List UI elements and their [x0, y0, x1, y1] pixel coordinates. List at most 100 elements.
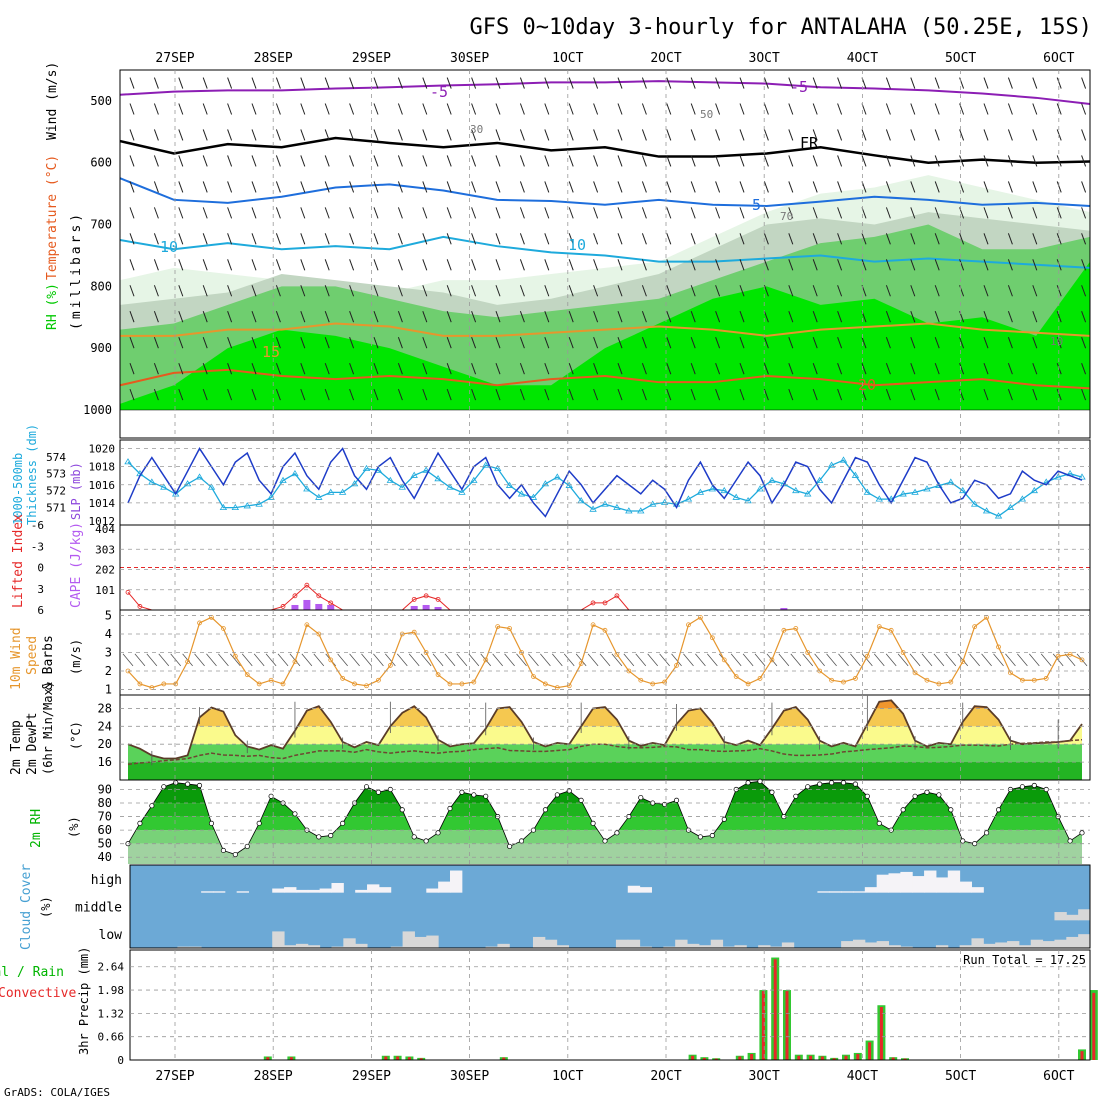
wind-barb [373, 311, 379, 323]
thickness-point [410, 471, 418, 478]
wind-barb [837, 77, 843, 89]
cloud-bar-low [888, 945, 901, 948]
cloud-bar-high [272, 888, 285, 893]
cloud-bar-high [355, 889, 368, 893]
cloud-bar-low [852, 939, 866, 948]
thickness-point [470, 476, 478, 483]
wind-barb [202, 311, 208, 323]
wind-barb [275, 181, 281, 193]
wind-speed-point [864, 653, 870, 659]
wind-barb [422, 233, 428, 245]
wind-barb-10m [933, 653, 945, 667]
slp-tick-label: 1012 [89, 515, 116, 528]
thickness-point [601, 500, 609, 507]
wind-barb [1032, 362, 1038, 375]
wind-barb-10m [134, 653, 146, 667]
wind-barb [495, 155, 501, 167]
wind-barb-10m [754, 653, 766, 667]
bottom-date-label: 4OCT [847, 1069, 878, 1084]
cape-label: CAPE (J/kg) [69, 522, 84, 608]
wind-barb [1081, 233, 1087, 245]
wind-barb [910, 337, 916, 349]
thickness-point [1078, 473, 1086, 480]
wind-barb [227, 103, 233, 115]
wind-barb-10m [826, 653, 837, 667]
cloud-bar-low [1030, 939, 1044, 948]
cloud-level-label: high [91, 873, 122, 888]
wind-tick-label: 4 [105, 627, 112, 641]
wind-barb [1081, 103, 1087, 115]
wind-speed-point [948, 679, 954, 685]
wind-barb [129, 129, 135, 141]
wind-barb [422, 129, 428, 141]
wind-barb-10m [122, 653, 134, 667]
wind-barb [275, 129, 281, 141]
cloud-bar-low [734, 945, 747, 948]
wind-barb [129, 311, 135, 323]
wind-barb [910, 233, 916, 245]
rh-point [1019, 784, 1025, 790]
cape-bar [410, 605, 418, 610]
cape-bar [327, 604, 335, 610]
wind-barb [153, 103, 159, 115]
wind-barb [983, 181, 989, 193]
wind-barb-10m [671, 653, 682, 667]
wind-barb [739, 362, 745, 375]
cloud-bar-high [971, 887, 984, 893]
wind-barb [983, 285, 989, 297]
cloud-bar-low [284, 945, 297, 948]
wind-barb [715, 207, 721, 219]
wind-barb [885, 388, 891, 401]
wind-barb [227, 129, 233, 141]
isotherm-line-15 [120, 322, 1091, 337]
wind-barb [788, 337, 794, 349]
wind-barb [227, 77, 233, 89]
contour-label: -5 [790, 78, 808, 96]
wind-barb [349, 207, 355, 219]
rh-tick-label: 70 [98, 810, 112, 824]
wind-barb [788, 155, 794, 167]
precip-convective-bar [809, 1055, 813, 1060]
wind-barb [739, 311, 745, 323]
wind-barb [471, 337, 477, 349]
wind-barb [178, 388, 184, 401]
wind-barb [397, 155, 403, 167]
wind-barb [861, 362, 867, 375]
wind-barb [129, 388, 135, 401]
wind-barb [422, 311, 428, 323]
thickness-point [851, 471, 860, 478]
slp-tick-label: 1014 [89, 497, 116, 510]
wind-barb [324, 362, 330, 375]
top-date-label: 30SEP [450, 51, 489, 66]
rh-point [876, 820, 882, 826]
wind-barb [690, 181, 696, 193]
wind-barb [1032, 285, 1038, 297]
wind-barb [885, 362, 891, 375]
rh-point [948, 807, 954, 813]
wind-barb [763, 337, 769, 349]
wind-barb [715, 285, 721, 297]
cloud-bar-low [556, 945, 570, 948]
wind-barb [885, 233, 891, 245]
wind-barb [959, 337, 965, 349]
rh-point [471, 792, 477, 798]
wind-speed-point [161, 681, 167, 687]
wind-barb [495, 311, 501, 323]
thickness-point [422, 466, 430, 473]
thickness-label-bottom: Thickness (dm) [25, 424, 39, 525]
top-date-label: 27SEP [155, 51, 194, 66]
cloud-bar-high [900, 871, 913, 893]
wind-barb-10m [599, 653, 611, 667]
wind-barb [959, 362, 965, 375]
wind-barb [349, 388, 355, 401]
wind-barb [641, 362, 647, 375]
wind-barb [788, 259, 794, 271]
wind-barb [153, 181, 159, 193]
wind-barb [593, 233, 599, 245]
wind-barb [422, 181, 428, 193]
wind-barb [1007, 77, 1013, 89]
wind-barb-10m [301, 653, 313, 667]
rh-point [220, 847, 226, 854]
wind-speed-point [745, 681, 751, 687]
li-tick-label: -6 [31, 519, 44, 532]
